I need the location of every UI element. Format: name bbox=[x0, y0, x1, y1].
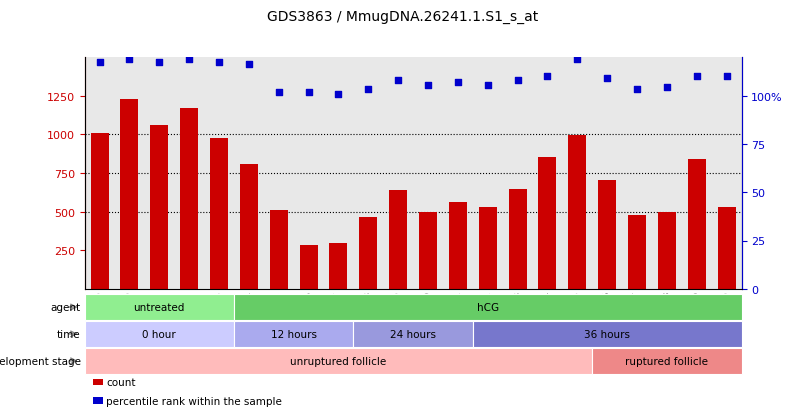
Bar bbox=[628, 216, 646, 289]
Point bbox=[392, 78, 405, 84]
Bar bbox=[210, 139, 228, 289]
Text: development stage: development stage bbox=[0, 356, 81, 366]
Point bbox=[571, 57, 584, 64]
Text: 24 hours: 24 hours bbox=[390, 329, 436, 339]
Bar bbox=[658, 212, 675, 289]
Point bbox=[302, 89, 315, 96]
Text: 0 hour: 0 hour bbox=[143, 329, 177, 339]
Text: GDS3863 / MmugDNA.26241.1.S1_s_at: GDS3863 / MmugDNA.26241.1.S1_s_at bbox=[268, 10, 538, 24]
Point bbox=[93, 59, 106, 66]
Point bbox=[720, 73, 733, 80]
Point bbox=[362, 87, 375, 93]
Bar bbox=[359, 217, 377, 289]
Text: unruptured follicle: unruptured follicle bbox=[290, 356, 387, 366]
Bar bbox=[120, 100, 139, 289]
Bar bbox=[449, 203, 467, 289]
Text: ruptured follicle: ruptured follicle bbox=[625, 356, 708, 366]
Point bbox=[511, 78, 524, 84]
Bar bbox=[538, 157, 556, 289]
Bar bbox=[688, 159, 706, 289]
Bar bbox=[509, 190, 526, 289]
Point bbox=[481, 82, 494, 89]
Bar bbox=[479, 207, 496, 289]
Point bbox=[213, 59, 226, 66]
Text: count: count bbox=[106, 377, 136, 387]
Bar bbox=[568, 136, 586, 289]
Bar bbox=[300, 245, 318, 289]
Text: 36 hours: 36 hours bbox=[584, 329, 630, 339]
Bar bbox=[151, 126, 168, 289]
Point bbox=[600, 75, 613, 82]
Bar bbox=[90, 133, 109, 289]
Text: untreated: untreated bbox=[134, 302, 185, 312]
Bar bbox=[270, 211, 288, 289]
Bar bbox=[181, 109, 198, 289]
Point bbox=[451, 80, 464, 87]
Point bbox=[243, 62, 256, 68]
Bar bbox=[389, 190, 407, 289]
Bar bbox=[598, 180, 616, 289]
Point bbox=[332, 92, 345, 98]
Text: agent: agent bbox=[51, 302, 81, 312]
Text: 12 hours: 12 hours bbox=[271, 329, 317, 339]
Point bbox=[660, 85, 673, 91]
Point bbox=[541, 73, 554, 80]
Point bbox=[123, 57, 136, 64]
Bar bbox=[717, 207, 736, 289]
Bar bbox=[240, 165, 258, 289]
Point bbox=[272, 89, 285, 96]
Point bbox=[630, 87, 643, 93]
Text: hCG: hCG bbox=[476, 302, 499, 312]
Text: percentile rank within the sample: percentile rank within the sample bbox=[106, 396, 282, 406]
Point bbox=[422, 82, 434, 89]
Point bbox=[690, 73, 703, 80]
Text: time: time bbox=[57, 329, 81, 339]
Point bbox=[153, 59, 166, 66]
Bar bbox=[419, 212, 437, 289]
Bar bbox=[330, 244, 347, 289]
Point bbox=[183, 57, 196, 64]
